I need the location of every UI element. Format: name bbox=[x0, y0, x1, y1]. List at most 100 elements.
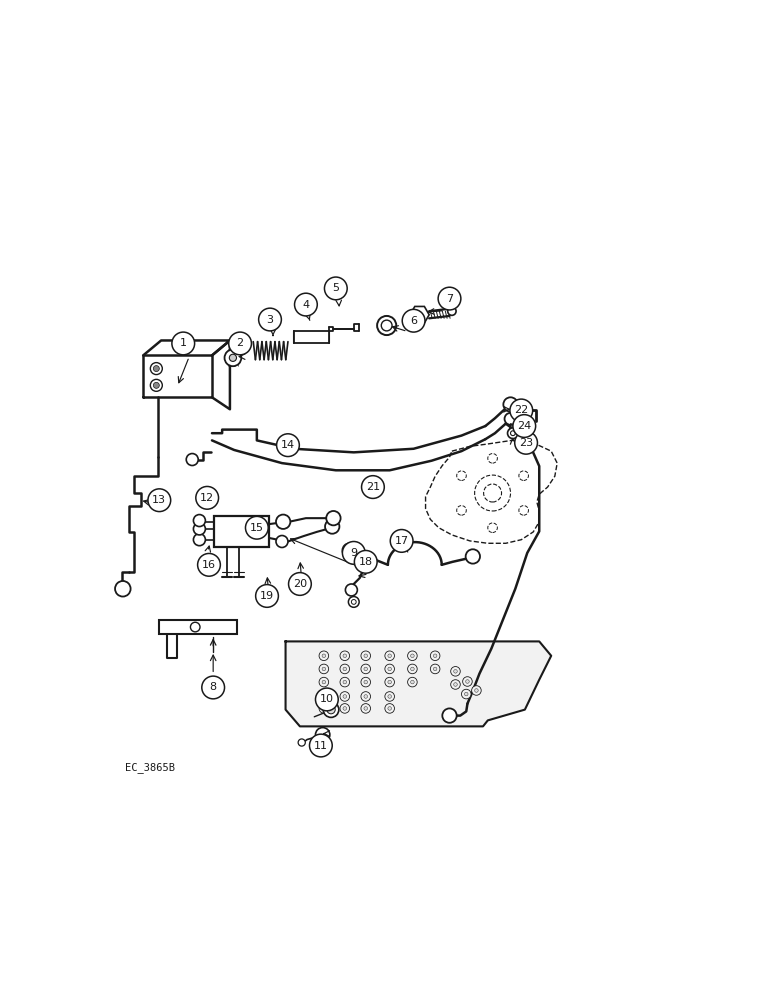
Text: 23: 23 bbox=[519, 438, 533, 448]
Circle shape bbox=[457, 471, 466, 480]
Circle shape bbox=[324, 277, 347, 300]
Circle shape bbox=[408, 677, 417, 687]
Circle shape bbox=[361, 692, 371, 701]
Circle shape bbox=[354, 550, 377, 573]
Circle shape bbox=[430, 664, 440, 674]
Circle shape bbox=[361, 704, 371, 713]
Circle shape bbox=[361, 677, 371, 687]
Circle shape bbox=[411, 654, 415, 658]
Circle shape bbox=[515, 431, 537, 454]
Circle shape bbox=[323, 702, 339, 717]
Circle shape bbox=[340, 664, 350, 674]
Circle shape bbox=[465, 692, 468, 696]
Circle shape bbox=[507, 428, 518, 439]
Circle shape bbox=[276, 536, 288, 547]
Circle shape bbox=[505, 413, 516, 425]
Circle shape bbox=[276, 434, 300, 457]
Text: 12: 12 bbox=[200, 493, 215, 503]
Circle shape bbox=[451, 680, 460, 689]
Circle shape bbox=[194, 515, 205, 527]
Circle shape bbox=[351, 600, 356, 604]
Circle shape bbox=[298, 739, 305, 746]
Text: 20: 20 bbox=[293, 579, 307, 589]
Circle shape bbox=[340, 704, 350, 713]
Text: 14: 14 bbox=[281, 440, 295, 450]
Text: 2: 2 bbox=[236, 338, 244, 348]
Circle shape bbox=[201, 676, 225, 699]
Bar bbox=[294, 331, 329, 343]
Circle shape bbox=[229, 332, 252, 355]
Circle shape bbox=[343, 543, 357, 558]
Circle shape bbox=[457, 506, 466, 515]
Text: 22: 22 bbox=[514, 405, 528, 415]
Circle shape bbox=[172, 332, 195, 355]
Text: EC_3865B: EC_3865B bbox=[125, 762, 175, 773]
Text: 17: 17 bbox=[394, 536, 408, 546]
Circle shape bbox=[388, 680, 391, 684]
Circle shape bbox=[325, 519, 340, 534]
Circle shape bbox=[340, 651, 350, 661]
Circle shape bbox=[319, 664, 329, 674]
Circle shape bbox=[388, 707, 391, 710]
Circle shape bbox=[402, 309, 425, 332]
Circle shape bbox=[388, 695, 391, 698]
Circle shape bbox=[466, 680, 469, 683]
Text: 8: 8 bbox=[210, 682, 217, 692]
Circle shape bbox=[319, 704, 329, 713]
Text: 21: 21 bbox=[366, 482, 380, 492]
Circle shape bbox=[483, 484, 502, 502]
Bar bbox=[214, 516, 269, 547]
Text: 9: 9 bbox=[350, 548, 357, 558]
Text: 10: 10 bbox=[320, 694, 334, 704]
Circle shape bbox=[198, 553, 220, 576]
Circle shape bbox=[448, 307, 456, 315]
Text: 18: 18 bbox=[359, 557, 373, 567]
Circle shape bbox=[388, 667, 391, 671]
Circle shape bbox=[385, 692, 394, 701]
Circle shape bbox=[472, 686, 481, 695]
Circle shape bbox=[154, 382, 159, 388]
Circle shape bbox=[186, 454, 198, 466]
Circle shape bbox=[148, 489, 171, 512]
Circle shape bbox=[343, 654, 347, 658]
Circle shape bbox=[259, 308, 281, 331]
Circle shape bbox=[191, 622, 200, 632]
Circle shape bbox=[327, 511, 340, 525]
Circle shape bbox=[503, 397, 518, 412]
Circle shape bbox=[151, 363, 162, 375]
Circle shape bbox=[343, 541, 365, 564]
Circle shape bbox=[433, 654, 437, 658]
Text: 1: 1 bbox=[180, 338, 187, 348]
Polygon shape bbox=[410, 306, 429, 323]
Circle shape bbox=[316, 688, 338, 711]
Circle shape bbox=[462, 689, 471, 699]
Circle shape bbox=[345, 584, 357, 596]
Circle shape bbox=[388, 654, 391, 658]
Circle shape bbox=[385, 677, 394, 687]
Circle shape bbox=[475, 689, 478, 692]
Circle shape bbox=[343, 707, 347, 710]
Circle shape bbox=[519, 471, 529, 480]
Circle shape bbox=[319, 651, 329, 661]
Circle shape bbox=[451, 667, 460, 676]
Text: 5: 5 bbox=[332, 283, 340, 293]
Circle shape bbox=[488, 454, 497, 463]
Circle shape bbox=[391, 530, 413, 552]
Circle shape bbox=[196, 486, 218, 509]
Circle shape bbox=[319, 692, 329, 701]
Circle shape bbox=[385, 651, 394, 661]
Circle shape bbox=[361, 651, 371, 661]
Circle shape bbox=[510, 399, 533, 422]
Circle shape bbox=[316, 728, 330, 742]
Circle shape bbox=[510, 431, 516, 436]
Circle shape bbox=[151, 379, 162, 391]
Circle shape bbox=[322, 695, 326, 698]
Circle shape bbox=[322, 654, 326, 658]
Circle shape bbox=[454, 683, 457, 686]
Text: 4: 4 bbox=[303, 300, 310, 310]
Circle shape bbox=[408, 651, 417, 661]
Circle shape bbox=[194, 523, 205, 535]
Circle shape bbox=[343, 695, 347, 698]
Circle shape bbox=[475, 475, 510, 511]
Text: 13: 13 bbox=[152, 495, 166, 505]
